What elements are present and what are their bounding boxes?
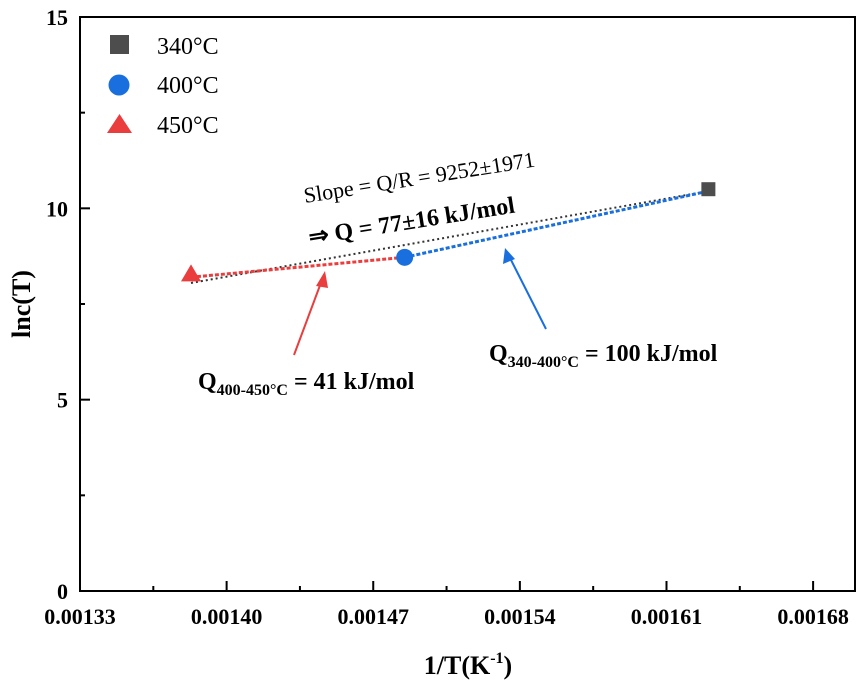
y-tick-label: 10 bbox=[46, 196, 68, 221]
x-tick-label: 0.00147 bbox=[337, 604, 409, 629]
arrowhead-400-450 bbox=[316, 271, 328, 288]
q-symbol: Q bbox=[198, 369, 217, 395]
arrow-340-400 bbox=[508, 255, 547, 330]
q-value: = 41 kJ/mol bbox=[288, 369, 415, 395]
fit-lines bbox=[190, 189, 709, 284]
data-point-triangle bbox=[181, 264, 202, 282]
legend-marker-400 bbox=[108, 74, 130, 96]
axes: 0.00133 0.00140 0.00147 0.00154 0.00161 0.001… bbox=[44, 5, 856, 629]
y-axis-label: lnc(T) bbox=[7, 270, 36, 338]
y-tick-label: 15 bbox=[46, 5, 68, 30]
plot-frame bbox=[79, 16, 856, 592]
legend-label-400: 400°C bbox=[157, 73, 219, 99]
x-axis-label: 1/T(K-1) bbox=[424, 650, 512, 680]
x-axis-label-end: ) bbox=[504, 651, 513, 680]
x-tick-label: 0.00154 bbox=[484, 604, 556, 629]
y-tick-label: 0 bbox=[57, 579, 68, 604]
q-symbol: Q bbox=[489, 341, 508, 367]
legend-label-450: 450°C bbox=[157, 113, 219, 139]
x-tick-label: 0.00161 bbox=[631, 604, 703, 629]
fit-400-450-line bbox=[190, 255, 405, 279]
legend-marker-450 bbox=[107, 114, 132, 133]
q-340-400-annotation: Q340-400°C = 100 kJ/mol bbox=[489, 341, 718, 371]
arrow-400-450 bbox=[293, 279, 323, 356]
q-400-450-annotation: Q400-450°C = 41 kJ/mol bbox=[198, 369, 415, 399]
x-axis-label-sup: -1 bbox=[490, 650, 503, 667]
q-value: = 100 kJ/mol bbox=[579, 341, 718, 367]
arrowhead-340-400 bbox=[503, 248, 515, 264]
data-points bbox=[181, 182, 716, 282]
data-point-circle bbox=[396, 248, 414, 266]
data-point-square bbox=[701, 182, 716, 197]
x-tick-label: 0.00133 bbox=[44, 604, 116, 629]
q-subscript: 400-450°C bbox=[217, 382, 288, 399]
legend-label-340: 340°C bbox=[157, 34, 219, 60]
q-subscript: 340-400°C bbox=[508, 354, 579, 371]
legend-marker-340 bbox=[110, 35, 129, 54]
legend: 340°C 400°C 450°C bbox=[107, 34, 219, 139]
x-tick-label: 0.00168 bbox=[777, 604, 849, 629]
y-tick-label: 5 bbox=[57, 388, 68, 413]
x-tick-label: 0.00140 bbox=[191, 604, 263, 629]
fit-340-400-line bbox=[404, 189, 709, 259]
x-axis-label-main: 1/T(K bbox=[424, 651, 491, 680]
